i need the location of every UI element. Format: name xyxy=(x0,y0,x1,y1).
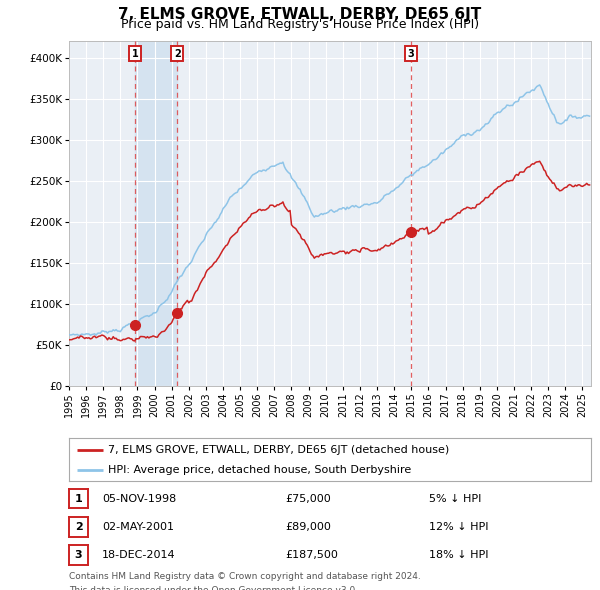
Text: 3: 3 xyxy=(75,550,82,560)
Text: 05-NOV-1998: 05-NOV-1998 xyxy=(102,494,176,503)
Text: 7, ELMS GROVE, ETWALL, DERBY, DE65 6JT: 7, ELMS GROVE, ETWALL, DERBY, DE65 6JT xyxy=(118,7,482,22)
Text: £187,500: £187,500 xyxy=(285,550,338,560)
Text: 18% ↓ HPI: 18% ↓ HPI xyxy=(429,550,488,560)
Text: 12% ↓ HPI: 12% ↓ HPI xyxy=(429,522,488,532)
Text: Contains HM Land Registry data © Crown copyright and database right 2024.: Contains HM Land Registry data © Crown c… xyxy=(69,572,421,581)
Text: 2: 2 xyxy=(174,48,181,58)
Text: 7, ELMS GROVE, ETWALL, DERBY, DE65 6JT (detached house): 7, ELMS GROVE, ETWALL, DERBY, DE65 6JT (… xyxy=(108,445,449,455)
Text: HPI: Average price, detached house, South Derbyshire: HPI: Average price, detached house, Sout… xyxy=(108,466,412,475)
Bar xyxy=(135,41,178,386)
Text: £89,000: £89,000 xyxy=(285,522,331,532)
Text: 1: 1 xyxy=(75,494,82,503)
Text: £75,000: £75,000 xyxy=(285,494,331,503)
Text: 02-MAY-2001: 02-MAY-2001 xyxy=(102,522,174,532)
Text: 3: 3 xyxy=(407,48,414,58)
Text: Price paid vs. HM Land Registry's House Price Index (HPI): Price paid vs. HM Land Registry's House … xyxy=(121,18,479,31)
Text: 5% ↓ HPI: 5% ↓ HPI xyxy=(429,494,481,503)
Text: This data is licensed under the Open Government Licence v3.0.: This data is licensed under the Open Gov… xyxy=(69,586,358,590)
Text: 2: 2 xyxy=(75,522,82,532)
Text: 1: 1 xyxy=(131,48,138,58)
Text: 18-DEC-2014: 18-DEC-2014 xyxy=(102,550,176,560)
